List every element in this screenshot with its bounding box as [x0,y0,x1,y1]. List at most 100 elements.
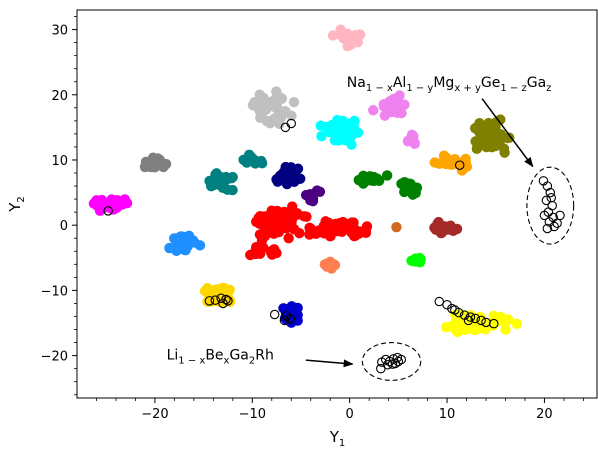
data-point [504,132,515,143]
data-point [271,86,282,97]
data-point [340,127,352,138]
data-point [283,233,294,244]
data-point [323,222,334,233]
annotations: Na1 − xAl1 − yMgx + yGe1 − zGaz Li1 − xBe… [167,75,551,368]
open-marker [216,293,226,303]
open-marker [476,315,486,326]
open-marker [489,318,499,329]
data-point [267,209,278,221]
open-marker [541,195,552,206]
data-points [88,24,522,338]
data-point [343,220,355,232]
data-point [144,158,155,169]
annotation-arrow [305,359,354,368]
data-point [396,107,407,119]
data-point [254,229,266,240]
data-point [502,314,514,325]
data-point [391,221,402,233]
data-point [450,156,461,167]
data-point [118,198,129,209]
data-point [271,222,282,234]
data-point [440,158,451,170]
data-point [261,103,272,114]
data-point [407,184,419,195]
annotation-label: Li1 − xBexGa2Rh [167,348,274,367]
data-point [257,242,269,253]
x-tick-label: −20 [141,407,168,422]
data-point [429,222,440,233]
open-marker [470,313,481,324]
highlight-ellipse [361,342,422,381]
open-marker [388,354,399,364]
data-point [276,93,288,104]
open-markers [103,118,565,374]
open-marker [204,296,215,306]
y-tick-label: 10 [51,154,68,169]
data-point [304,189,316,200]
data-point [258,92,269,104]
data-point [402,136,414,147]
x-axis-ticks: −20 −10 0 10 20 [96,398,584,422]
x-axis-label: Y1 [329,428,346,449]
data-point [485,135,497,146]
data-point [256,111,267,122]
data-point [171,233,182,244]
data-point [227,171,238,183]
open-marker [393,356,404,367]
open-marker [463,315,474,326]
data-point [247,100,259,111]
open-marker [450,305,460,315]
data-point [327,30,339,41]
data-point [354,29,366,40]
open-marker [390,358,401,369]
data-point [256,158,268,169]
data-point [222,184,233,195]
data-point [511,318,522,330]
data-point [381,170,393,181]
data-point [164,242,175,254]
data-point [343,31,354,43]
open-marker [549,221,559,232]
data-point [108,202,119,213]
data-point [477,134,488,145]
open-marker [269,309,280,320]
open-marker [223,296,233,306]
data-point [274,212,286,224]
data-point [471,143,483,155]
data-point [299,211,310,222]
data-point [272,176,283,187]
data-point [498,143,510,154]
y-tick-label: 30 [51,24,68,39]
open-marker [542,223,553,234]
data-point [386,106,397,118]
plot-frame [76,9,598,399]
open-marker [279,315,290,326]
x-tick-label: −10 [239,407,266,422]
data-point [395,99,407,110]
y-tick-label: −20 [41,350,68,365]
open-marker [545,187,556,198]
data-point [212,175,224,186]
y-axis-label: Y2 [6,196,27,213]
y-tick-label: 20 [51,89,68,104]
x-tick-label: 20 [536,407,553,422]
data-point [378,99,389,110]
data-point [289,170,300,181]
y-tick-label: 0 [60,219,68,234]
open-marker [539,210,550,221]
data-point [500,324,511,335]
x-tick-label: 10 [439,407,456,422]
data-point [315,226,326,237]
open-marker [546,193,557,203]
data-point [288,97,300,108]
y-tick-label: −10 [41,284,68,299]
data-point [436,227,447,239]
data-point [292,309,303,321]
data-point [440,321,452,333]
data-point [331,225,343,237]
data-point [288,223,300,235]
data-point [280,106,291,117]
data-point [460,153,471,165]
annotation-arrow [481,98,534,168]
